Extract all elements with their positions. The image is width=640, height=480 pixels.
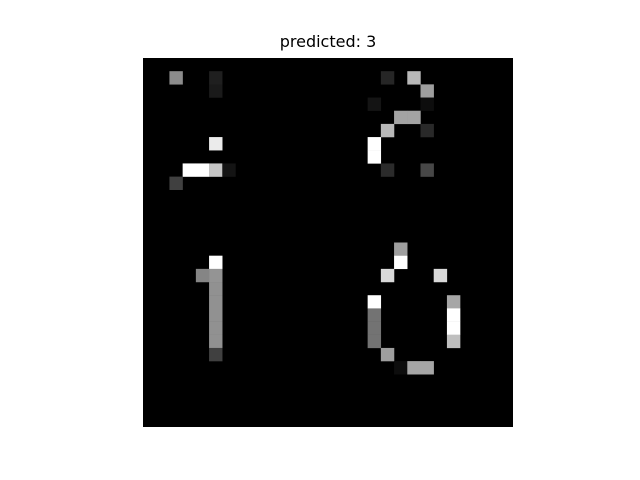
- image-pixel: [420, 361, 434, 375]
- image-pixel: [367, 137, 382, 151]
- image-pixel: [394, 110, 408, 125]
- image-pixel: [446, 334, 461, 349]
- image-pixel: [209, 321, 223, 335]
- image-pixel: [380, 71, 395, 85]
- image-pixel: [380, 268, 395, 283]
- image-pixel: [209, 84, 223, 98]
- image-pixel: [446, 308, 461, 322]
- image-pixel: [209, 255, 223, 270]
- image-pixel: [433, 268, 448, 283]
- image-pixel: [367, 321, 382, 335]
- image-pixel: [209, 282, 223, 296]
- image-pixel: [195, 163, 210, 177]
- image-pixel: [222, 163, 236, 177]
- image-pixel: [420, 97, 434, 111]
- image-pixel: [169, 176, 183, 190]
- image-pixel: [380, 163, 395, 177]
- image-pixel: [209, 268, 223, 283]
- image-pixel: [407, 361, 421, 375]
- image-pixel: [380, 347, 395, 362]
- image-background: [143, 58, 513, 427]
- image-pixel: [209, 137, 223, 151]
- image-pixel: [209, 71, 223, 85]
- image-pixel: [209, 163, 223, 177]
- image-pixel: [407, 71, 421, 85]
- image-pixel: [394, 255, 408, 270]
- digit-image-panel: [143, 58, 513, 427]
- image-pixel: [446, 295, 461, 309]
- image-pixel: [446, 321, 461, 335]
- image-pixel: [367, 97, 382, 111]
- image-pixel: [420, 84, 434, 98]
- image-pixel: [182, 163, 197, 177]
- image-pixel: [367, 308, 382, 322]
- image-pixel: [209, 334, 223, 349]
- image-pixel: [420, 123, 434, 138]
- image-pixel: [209, 295, 223, 309]
- image-pixel: [209, 347, 223, 362]
- image-pixel: [394, 242, 408, 256]
- image-pixel: [367, 150, 382, 164]
- image-pixel: [367, 334, 382, 349]
- image-pixel: [380, 123, 395, 138]
- image-pixel: [209, 308, 223, 322]
- plot-title: predicted: 3: [279, 32, 377, 51]
- image-pixel: [407, 110, 421, 125]
- image-pixel: [394, 361, 408, 375]
- image-pixel: [195, 268, 210, 283]
- pixel-grid: [143, 58, 513, 427]
- image-pixel: [367, 295, 382, 309]
- image-pixel: [420, 163, 434, 177]
- image-pixel: [169, 71, 183, 85]
